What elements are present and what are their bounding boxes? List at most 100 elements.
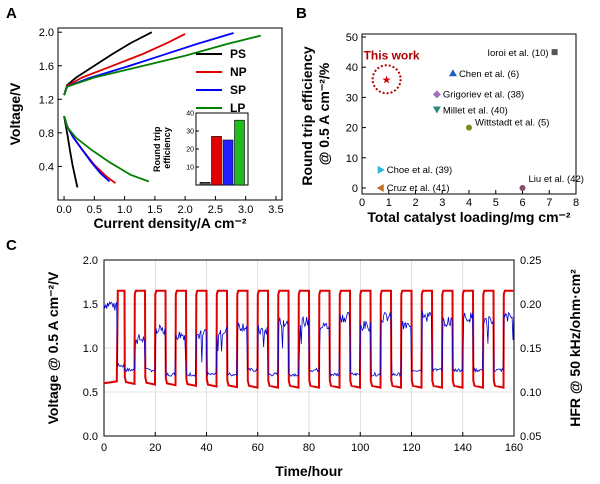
scatter-point (519, 184, 526, 191)
panel-a-inset: 10 20 30 40 Round trip efficiency (152, 111, 249, 186)
y-tick-label: 2.0 (39, 27, 54, 39)
panel-c-series (103, 289, 515, 389)
panel-c-y-ticks: 0.0 0.5 1.0 1.5 2.0 (83, 255, 98, 443)
inset-bars (199, 119, 245, 186)
point-label: Ioroi et al. (10) (487, 48, 548, 59)
x-tick-label: 2.0 (177, 204, 192, 216)
panel-a-y-ticks: 0.4 0.8 1.2 1.6 2.0 (39, 27, 62, 173)
x-tick-label: 100 (351, 442, 369, 454)
panel-b-x-ticks: 0 1 2 3 4 5 6 7 8 (359, 190, 579, 209)
panel-b-x-label: Total catalyst loading/mg cm⁻² (367, 209, 571, 225)
panel-b-chart: 0 1 2 3 4 5 6 7 8 0 10 20 30 40 50 Ioroi et al. (10) C… (299, 32, 584, 225)
point-label: Cruz et al. (41) (387, 183, 450, 194)
y-tick-label: 1.0 (83, 343, 98, 355)
scatter-point (448, 69, 457, 77)
y-tick-label: 0.5 (83, 387, 98, 399)
x-tick-label: 6 (519, 197, 525, 209)
point-label: Grigoriev et al. (38) (443, 89, 524, 100)
scatter-point (376, 183, 384, 192)
x-tick-label: 8 (573, 197, 579, 209)
series-lp-electrolysis (63, 34, 262, 96)
y2-tick-label: 0.20 (520, 299, 541, 311)
inset-y-ticks: 10 20 30 40 (186, 111, 199, 172)
x-tick-label: 20 (149, 442, 161, 454)
y-tick-label: 1.2 (39, 94, 54, 106)
x-tick-label: 80 (303, 442, 315, 454)
this-work-circle (371, 64, 402, 95)
y-tick-label: 30 (346, 92, 358, 104)
scatter-point (377, 165, 385, 174)
point-label: Millet et al. (40) (443, 105, 508, 116)
series-lp-fuelcell (63, 115, 150, 183)
panel-b-label: B (296, 5, 307, 22)
y2-tick-label: 0.10 (520, 387, 541, 399)
x-tick-label: 5 (493, 197, 499, 209)
this-work-label: This work (364, 48, 420, 62)
scatter-point (466, 124, 472, 131)
legend-label: SP (230, 83, 246, 97)
panel-c-x-ticks: 0 20 40 60 80 100 120 140 160 (101, 432, 523, 454)
scatter-point (432, 90, 441, 99)
x-tick-label: 3.5 (268, 204, 283, 216)
panel-a-chart: 0.0 0.5 1.0 1.5 2.0 2.5 3.0 3.5 0.4 0.8 1.2 1.6 2.0… (7, 27, 284, 231)
x-tick-label: 160 (505, 442, 523, 454)
y-tick-label: 1.6 (39, 61, 54, 73)
panel-a-y-label: Voltage/V (7, 82, 23, 145)
series-ps-fuelcell (63, 115, 79, 188)
x-tick-label: 3 (439, 197, 445, 209)
panel-c-label: C (6, 237, 17, 254)
panel-b-y-label-line2: @ 0.5 A cm⁻²/% (316, 62, 332, 165)
panel-b-y-ticks: 0 10 20 30 40 50 (346, 32, 366, 195)
x-tick-label: 0 (359, 197, 365, 209)
y-tick-label: 20 (346, 123, 358, 135)
panel-a-x-label: Current density/A cm⁻² (93, 215, 246, 231)
panel-b-y-label: Round trip efficiency @ 0.5 A cm⁻²/% (299, 42, 332, 185)
y2-tick-label: 0.15 (520, 343, 541, 355)
series-np-electrolysis (63, 33, 186, 96)
x-tick-label: 0.5 (87, 204, 102, 216)
inset-bar (211, 136, 222, 186)
panel-b-points: Ioroi et al. (10) Chen et al. (6) Grigorie… (364, 48, 584, 194)
voltage-series-line (103, 289, 514, 389)
x-tick-label: 1 (386, 197, 392, 209)
inset-bar (234, 119, 245, 186)
point-label: Chen et al. (6) (459, 69, 519, 80)
y-tick-label: 0.4 (39, 161, 54, 173)
inset-tick-label: 40 (186, 111, 194, 118)
x-tick-label: 2 (412, 197, 418, 209)
panel-c-y-label: Voltage @ 0.5 A cm⁻²/V (45, 271, 61, 424)
point-label: Liu et al. (42) (529, 174, 584, 185)
x-tick-label: 0.0 (56, 204, 71, 216)
y-tick-label: 40 (346, 62, 358, 74)
x-tick-label: 7 (546, 197, 552, 209)
legend-label: LP (230, 101, 245, 115)
panel-a-legend: PS NP SP LP (196, 47, 247, 115)
y-tick-label: 0.8 (39, 128, 54, 140)
inset-y-label: Round trip efficiency (152, 124, 172, 172)
y-tick-label: 0.0 (83, 431, 98, 443)
inset-y-label-line1: Round trip (152, 126, 162, 172)
panel-a-x-ticks: 0.0 0.5 1.0 1.5 2.0 2.5 3.0 3.5 (56, 196, 284, 216)
x-tick-label: 1.5 (147, 204, 162, 216)
panel-a-series (63, 31, 262, 188)
inset-tick-label: 10 (186, 165, 194, 172)
y-tick-label: 50 (346, 32, 358, 44)
panel-b-y-label-line1: Round trip efficiency (299, 46, 315, 185)
scatter-point (551, 49, 558, 56)
inset-bar (222, 139, 234, 186)
inset-bar (199, 182, 211, 186)
x-tick-label: 60 (252, 442, 264, 454)
inset-tick-label: 20 (186, 147, 194, 154)
legend-label: NP (230, 65, 247, 79)
x-tick-label: 1.0 (117, 204, 132, 216)
legend-label: PS (230, 47, 246, 61)
panel-c-y2-ticks: 0.05 0.10 0.15 0.20 0.25 (520, 255, 541, 443)
point-label: Wittstadt et al. (5) (475, 118, 549, 129)
x-tick-label: 120 (402, 442, 420, 454)
y2-tick-label: 0.25 (520, 255, 541, 267)
hfr-series-line (103, 301, 515, 378)
scatter-point (432, 106, 441, 114)
x-tick-label: 2.5 (208, 204, 223, 216)
inset-y-label-line2: efficiency (162, 127, 172, 169)
